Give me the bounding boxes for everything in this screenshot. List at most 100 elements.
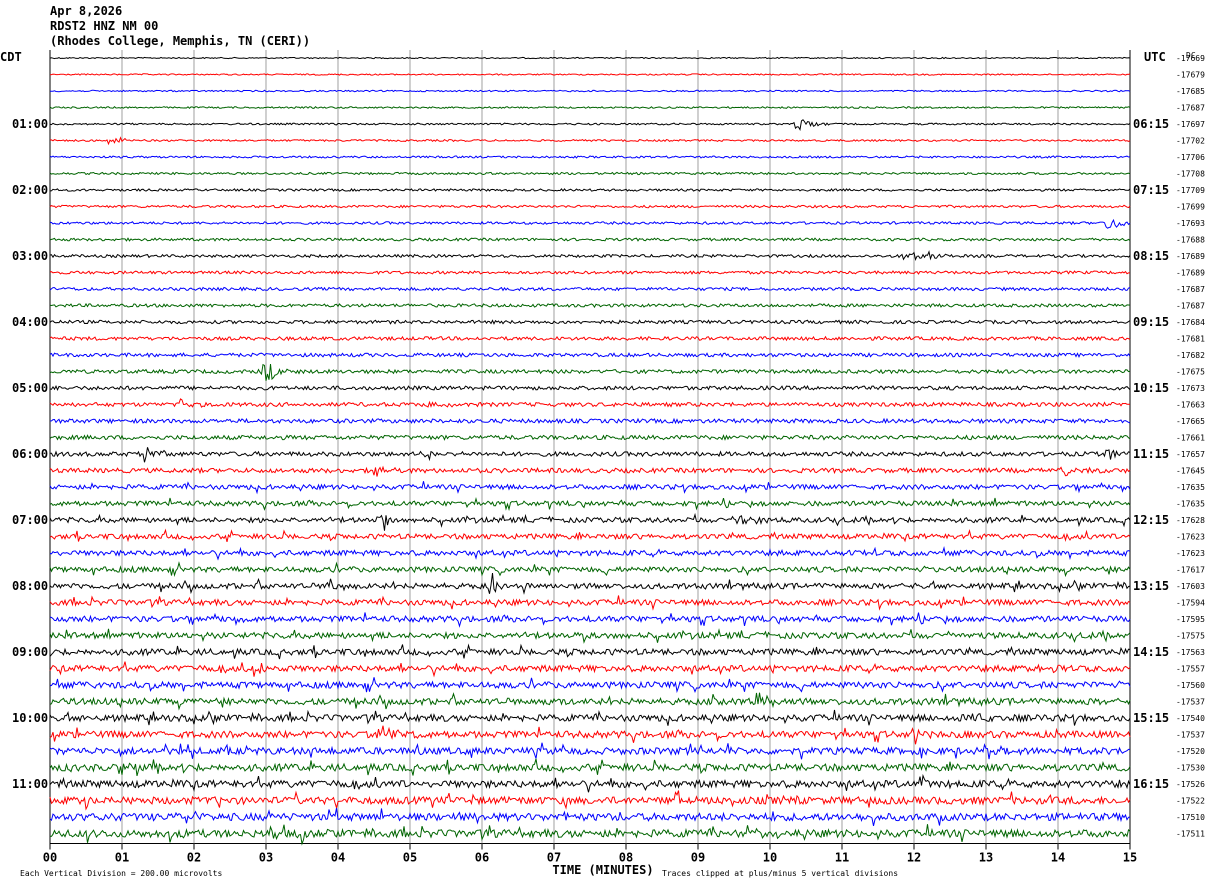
dc-offset-label: -17709 bbox=[1176, 186, 1205, 195]
dc-offset-label: -17684 bbox=[1176, 318, 1205, 327]
dc-offset-label: -17665 bbox=[1176, 417, 1205, 426]
trace-31 bbox=[49, 546, 1131, 561]
trace-35 bbox=[49, 612, 1131, 628]
cdt-hour-label: 08:00 bbox=[12, 579, 48, 593]
dc-offset-label: -17687 bbox=[1176, 285, 1205, 294]
dc-offset-label: -17603 bbox=[1176, 582, 1205, 591]
dc-offset-label: -17594 bbox=[1176, 599, 1205, 608]
trace-24 bbox=[49, 434, 1131, 441]
dc-offset-label: -17702 bbox=[1176, 137, 1205, 146]
trace-18 bbox=[49, 335, 1131, 342]
trace-30 bbox=[49, 528, 1131, 543]
utc-hour-label: 13:15 bbox=[1133, 579, 1169, 593]
dc-offset-label: -17697 bbox=[1176, 120, 1205, 129]
trace-27 bbox=[49, 481, 1131, 495]
cdt-hour-label: 02:00 bbox=[12, 183, 48, 197]
dc-offset-label: -17623 bbox=[1176, 549, 1205, 558]
trace-34 bbox=[49, 595, 1131, 611]
dc-offset-label: -17557 bbox=[1176, 665, 1205, 674]
cdt-hour-label: 06:00 bbox=[12, 447, 48, 461]
dc-offset-label: -17526 bbox=[1176, 780, 1205, 789]
dc-offset-label: -17699 bbox=[1176, 203, 1205, 212]
dc-offset-label: -17510 bbox=[1176, 813, 1205, 822]
left-axis-label: CDT bbox=[0, 50, 22, 64]
utc-hour-label: 06:15 bbox=[1133, 117, 1169, 131]
x-tick-label: 08 bbox=[619, 851, 633, 865]
dc-offset-label: -17679 bbox=[1176, 71, 1205, 80]
dc-offset-label: -17635 bbox=[1176, 483, 1205, 492]
cdt-hour-label: 11:00 bbox=[12, 777, 48, 791]
dc-offset-label: -17537 bbox=[1176, 731, 1205, 740]
dc-offset-label: -17682 bbox=[1176, 351, 1205, 360]
trace-11 bbox=[49, 218, 1131, 229]
trace-47 bbox=[49, 808, 1131, 827]
trace-42 bbox=[49, 725, 1131, 745]
trace-7 bbox=[49, 155, 1131, 159]
trace-32 bbox=[49, 561, 1131, 578]
trace-33 bbox=[49, 572, 1131, 595]
scale-note: Each Vertical Division = 200.00 microvol… bbox=[20, 869, 222, 878]
dc-offset-label: -17645 bbox=[1176, 467, 1205, 476]
dc-offset-label: -17522 bbox=[1176, 797, 1205, 806]
dc-offset-label: -17689 bbox=[1176, 252, 1205, 261]
right-axis-label: UTC bbox=[1144, 50, 1166, 64]
station-code: RDST2 HNZ NM 00 bbox=[50, 19, 159, 33]
trace-3 bbox=[49, 89, 1131, 93]
trace-45 bbox=[49, 773, 1131, 793]
trace-29 bbox=[49, 512, 1131, 531]
x-tick-label: 10 bbox=[763, 851, 777, 865]
utc-hour-label: 16:15 bbox=[1133, 777, 1169, 791]
x-tick-label: 03 bbox=[259, 851, 273, 865]
trace-6 bbox=[49, 136, 1131, 146]
dc-offset-label: -17560 bbox=[1176, 681, 1205, 690]
trace-48 bbox=[49, 824, 1131, 846]
utc-hour-label: 09:15 bbox=[1133, 315, 1169, 329]
dc-offset-label: -17693 bbox=[1176, 219, 1205, 228]
utc-hour-label: 12:15 bbox=[1133, 513, 1169, 527]
dc-offset-label: -17530 bbox=[1176, 764, 1205, 773]
dc-label: DC bbox=[1186, 51, 1196, 60]
trace-25 bbox=[50, 447, 1131, 463]
dc-offset-label: -17511 bbox=[1176, 830, 1205, 839]
cdt-hour-label: 05:00 bbox=[12, 381, 48, 395]
trace-17 bbox=[49, 319, 1131, 325]
trace-10 bbox=[49, 204, 1131, 209]
cdt-hour-label: 01:00 bbox=[12, 117, 48, 131]
x-tick-label: 02 bbox=[187, 851, 201, 865]
dc-offset-label: -17595 bbox=[1176, 615, 1205, 624]
dc-offset-label: -17685 bbox=[1176, 87, 1205, 96]
cdt-hour-label: 03:00 bbox=[12, 249, 48, 263]
trace-21 bbox=[49, 384, 1131, 392]
trace-23 bbox=[49, 417, 1131, 425]
dc-offset-label: -17563 bbox=[1176, 648, 1205, 657]
dc-offset-label: -17689 bbox=[1176, 269, 1205, 278]
cdt-hour-label: 10:00 bbox=[12, 711, 48, 725]
x-tick-label: 14 bbox=[1051, 851, 1065, 865]
trace-9 bbox=[49, 188, 1131, 192]
x-tick-label: 12 bbox=[907, 851, 921, 865]
x-tick-label: 04 bbox=[331, 851, 345, 865]
x-axis-title: TIME (MINUTES) bbox=[552, 863, 653, 877]
trace-20 bbox=[49, 363, 1131, 381]
utc-hour-label: 15:15 bbox=[1133, 711, 1169, 725]
dc-offset-label: -17575 bbox=[1176, 632, 1205, 641]
plot-date: Apr 8,2026 bbox=[50, 4, 123, 18]
trace-40 bbox=[49, 692, 1131, 711]
dc-offset-label: -17673 bbox=[1176, 384, 1205, 393]
trace-38 bbox=[49, 661, 1131, 678]
trace-44 bbox=[49, 758, 1131, 777]
trace-4 bbox=[49, 106, 1131, 109]
dc-offset-label: -17708 bbox=[1176, 170, 1205, 179]
x-tick-label: 15 bbox=[1123, 851, 1137, 865]
utc-hour-label: 14:15 bbox=[1133, 645, 1169, 659]
dc-offset-label: -17628 bbox=[1176, 516, 1205, 525]
x-tick-label: 07 bbox=[547, 851, 561, 865]
dc-offset-label: -17681 bbox=[1176, 335, 1205, 344]
utc-hour-label: 10:15 bbox=[1133, 381, 1169, 395]
dc-offset-label: -17540 bbox=[1176, 714, 1205, 723]
dc-offset-label: -17687 bbox=[1176, 104, 1205, 113]
trace-39 bbox=[49, 677, 1131, 694]
x-tick-label: 01 bbox=[115, 851, 129, 865]
x-tick-label: 05 bbox=[403, 851, 417, 865]
